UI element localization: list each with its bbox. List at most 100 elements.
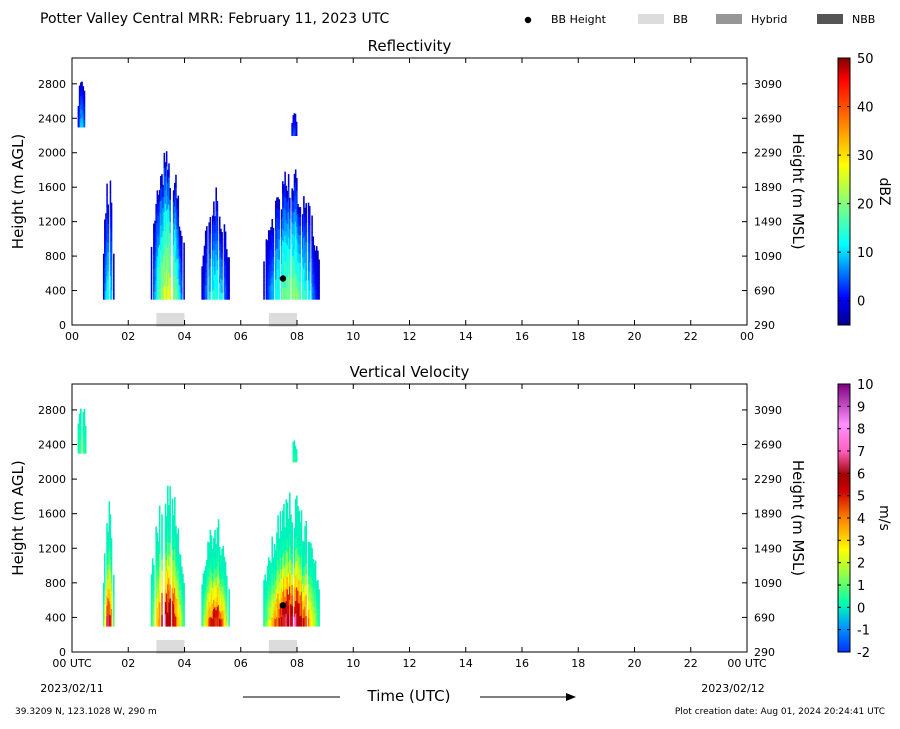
echo-cell [82,416,85,421]
echo-cell [265,585,268,591]
echo-cell [221,238,223,246]
echo-cell [171,562,174,576]
echo-cell [214,529,216,541]
echo-cell [153,601,155,609]
echo-cell [295,123,298,125]
echo-cell [286,613,289,627]
echo-cell [176,268,178,280]
echo-cell [202,620,205,627]
echo-cell [163,211,166,227]
echo-cell [311,282,313,292]
echo-cell [274,557,277,566]
echo-cell [168,231,170,246]
echo-cell [276,532,278,543]
echo-cell [153,613,155,621]
echo-cell [311,290,313,300]
echo-cell [294,445,297,448]
x-tick-label: 06 [234,657,248,670]
echo-cell [265,257,268,264]
echo-cell [299,234,302,245]
echo-cell [314,573,317,581]
echo-cell [151,605,154,613]
echo-cell [224,251,227,260]
echo-cell [308,252,311,263]
echo-cell [218,562,221,572]
echo-cell [216,586,219,597]
echo-cell [172,212,175,224]
echo-cell [318,267,320,272]
echo-cell [296,547,298,562]
echo-cell [214,578,216,589]
echo-cell [225,294,228,300]
echo-cell [273,585,276,594]
echo-cell [77,118,80,122]
echo-cell [283,264,285,277]
echo-cell [153,583,155,590]
echo-cell [228,599,230,605]
echo-cell [168,244,170,259]
echo-cell [272,605,275,613]
echo-cell [286,527,289,540]
echo-cell [270,575,272,583]
echo-cell [204,614,207,621]
echo-cell [181,620,183,627]
echo-cell [155,261,157,272]
echo-cell [172,515,175,527]
echo-cell [113,585,115,591]
echo-cell [150,584,153,591]
echo-cell [291,574,293,586]
echo-cell [228,614,230,620]
echo-cell [169,556,171,571]
echo-cell [176,279,178,290]
echo-cell [282,614,284,627]
echo-cell [285,588,288,602]
echo-cell [300,533,303,546]
echo-cell [276,268,278,280]
echo-cell [303,600,305,610]
colorbar-tick-label: 9 [857,400,865,415]
echo-cell [78,429,81,434]
echo-cell [276,551,278,562]
echo-cell [287,224,290,238]
echo-cell [292,201,295,213]
echo-cell [155,556,157,567]
echo-cell [208,567,210,577]
echo-cell [109,514,112,527]
echo-cell [157,541,160,551]
echo-cell [282,591,284,604]
echo-cell [318,263,320,268]
echo-cell [107,204,109,215]
echo-cell [156,233,159,246]
echo-cell [313,245,316,252]
echo-cell [272,249,275,257]
echo-cell [287,236,290,250]
echo-cell [293,122,296,125]
echo-cell [228,278,230,283]
echo-cell [294,600,297,614]
echo-cell [214,597,216,608]
echo-cell [305,222,308,233]
echo-cell [211,602,214,612]
echo-cell [263,589,265,595]
echo-cell [179,264,182,273]
echo-cell [293,440,296,444]
echo-cell [311,555,313,564]
bb-height-point [279,602,287,609]
echo-cell [312,274,315,281]
echo-cell [203,609,206,616]
panel-title: Reflectivity [368,37,452,55]
echo-cell [221,564,223,573]
echo-cell [201,266,203,271]
echo-cell [211,265,214,275]
echo-cell [206,612,208,620]
echo-cell [280,263,283,273]
echo-cell [292,212,295,224]
echo-cell [161,547,163,560]
echo-cell [168,285,170,300]
echo-cell [102,613,105,618]
echo-cell [265,599,268,605]
echo-cell [158,200,161,213]
echo-cell [206,619,208,627]
echo-cell [113,595,115,601]
echo-cell [300,510,303,523]
